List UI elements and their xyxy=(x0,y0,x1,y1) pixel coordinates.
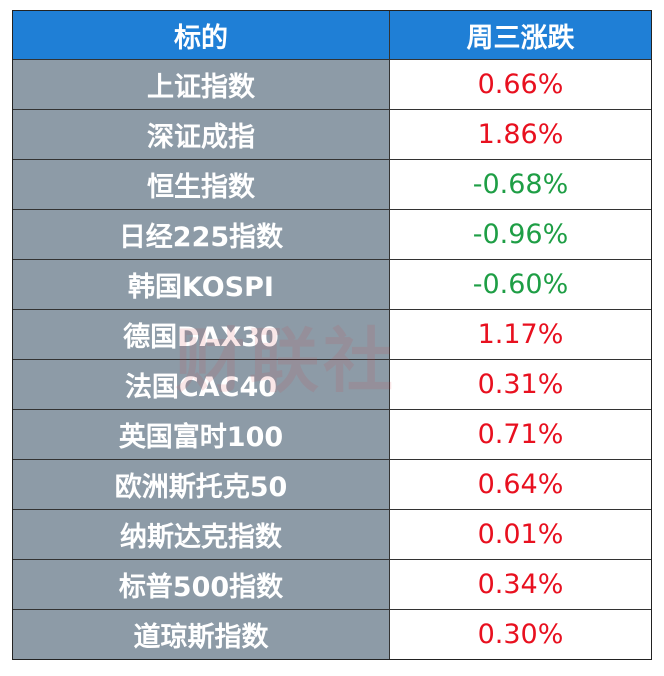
index-name: 日经225指数 xyxy=(13,210,390,259)
index-name: 欧洲斯托克50 xyxy=(13,460,390,509)
table-row: 纳斯达克指数 0.01% xyxy=(13,509,651,559)
table-row: 恒生指数 -0.68% xyxy=(13,159,651,209)
header-cell: 周三涨跌 xyxy=(466,22,575,54)
change-cell: 0.31% xyxy=(477,369,564,400)
header-row: 标的 周三涨跌 xyxy=(13,11,651,59)
header-cell: 标的 xyxy=(13,11,390,59)
change-cell: 0.71% xyxy=(477,419,564,450)
index-name: 深证成指 xyxy=(13,110,390,159)
change-cell: 1.86% xyxy=(477,119,564,150)
table-row: 法国CAC40 0.31% xyxy=(13,359,651,409)
table-row: 英国富时100 0.71% xyxy=(13,409,651,459)
index-name: 英国富时100 xyxy=(13,410,390,459)
change-cell: -0.60% xyxy=(472,269,569,300)
table-row: 日经225指数 -0.96% xyxy=(13,209,651,259)
index-name: 恒生指数 xyxy=(13,160,390,209)
change-cell: 0.01% xyxy=(477,519,564,550)
table-row: 德国DAX30 1.17% xyxy=(13,309,651,359)
index-name: 道琼斯指数 xyxy=(13,610,390,659)
table-row: 标普500指数 0.34% xyxy=(13,559,651,609)
table-row: 韩国KOSPI -0.60% xyxy=(13,259,651,309)
table-row: 上证指数 0.66% xyxy=(13,59,651,109)
change-cell: 0.34% xyxy=(477,569,564,600)
table-row: 深证成指 1.86% xyxy=(13,109,651,159)
change-cell: 0.30% xyxy=(477,619,564,650)
change-cell: -0.96% xyxy=(472,219,569,250)
table-row: 道琼斯指数 0.30% xyxy=(13,609,651,659)
change-cell: 1.17% xyxy=(477,319,564,350)
index-name: 法国CAC40 xyxy=(13,360,390,409)
change-cell: -0.68% xyxy=(472,169,569,200)
change-cell: 0.66% xyxy=(477,69,564,100)
index-name: 纳斯达克指数 xyxy=(13,510,390,559)
index-name: 上证指数 xyxy=(13,60,390,109)
table-row: 欧洲斯托克50 0.64% xyxy=(13,459,651,509)
table: 标的 周三涨跌上证指数 0.66% 深证成指 1.86% 恒生指数 -0.68% 日经225指… xyxy=(12,10,652,660)
index-name: 韩国KOSPI xyxy=(13,260,390,309)
index-name: 标普500指数 xyxy=(13,560,390,609)
change-cell: 0.64% xyxy=(477,469,564,500)
index-name: 德国DAX30 xyxy=(13,310,390,359)
